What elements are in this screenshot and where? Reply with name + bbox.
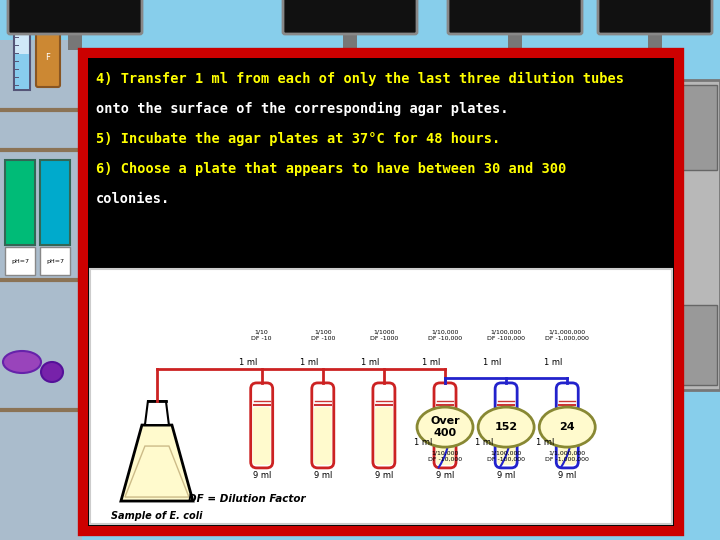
Text: onto the surface of the corresponding agar plates.: onto the surface of the corresponding ag… [96,102,508,116]
Text: 1/10
DF -10: 1/10 DF -10 [251,330,272,341]
FancyBboxPatch shape [497,407,515,465]
Text: Over
400: Over 400 [431,416,460,438]
FancyBboxPatch shape [251,383,273,468]
Text: 9 ml: 9 ml [558,471,577,480]
Text: 1 ml: 1 ml [475,438,493,447]
Polygon shape [145,401,169,425]
Text: Sample of E. coli: Sample of E. coli [111,511,203,521]
Text: 152: 152 [495,422,518,432]
Bar [343,30,357,50]
Text: 9 ml: 9 ml [253,471,271,480]
FancyBboxPatch shape [434,383,456,468]
FancyBboxPatch shape [375,407,393,465]
FancyBboxPatch shape [88,58,674,526]
Text: 9 ml: 9 ml [436,471,454,480]
Text: 1 ml: 1 ml [414,438,432,447]
Ellipse shape [478,407,534,447]
Text: 4) Transfer 1 ml from each of only the last three dilution tubes: 4) Transfer 1 ml from each of only the l… [96,72,624,86]
FancyBboxPatch shape [5,160,35,245]
FancyBboxPatch shape [436,407,454,465]
Bar [68,30,82,50]
FancyBboxPatch shape [283,0,417,34]
FancyBboxPatch shape [36,23,60,87]
FancyBboxPatch shape [44,15,52,27]
Text: 6) Choose a plate that appears to have between 30 and 300: 6) Choose a plate that appears to have b… [96,162,566,176]
Text: 1/1000
DF -1000: 1/1000 DF -1000 [370,330,398,341]
Text: 1/100,000
DF -100,000: 1/100,000 DF -100,000 [487,330,525,341]
Bar [648,30,662,50]
Text: 1 ml: 1 ml [300,358,318,367]
Ellipse shape [3,351,41,373]
FancyBboxPatch shape [312,383,334,468]
Bar [508,30,522,50]
Text: 1 ml: 1 ml [238,358,257,367]
Text: 1 ml: 1 ml [483,358,501,367]
Text: 9 ml: 9 ml [374,471,393,480]
FancyBboxPatch shape [14,18,30,90]
FancyBboxPatch shape [40,160,70,245]
FancyBboxPatch shape [373,383,395,468]
Text: 1 ml: 1 ml [536,438,554,447]
FancyBboxPatch shape [495,383,517,468]
FancyBboxPatch shape [314,407,332,465]
Ellipse shape [41,362,63,382]
FancyBboxPatch shape [15,54,29,89]
Text: pH=7: pH=7 [11,259,29,264]
Text: colonies.: colonies. [96,192,170,206]
Text: pH=7: pH=7 [46,259,64,264]
FancyBboxPatch shape [82,52,680,532]
Bar [90,269,672,524]
Text: 1/100,000
DF -100,000: 1/100,000 DF -100,000 [487,450,525,461]
Text: 1/10,000
DF -10,000: 1/10,000 DF -10,000 [428,450,462,461]
FancyBboxPatch shape [40,247,70,275]
Ellipse shape [417,407,473,447]
FancyBboxPatch shape [253,407,271,465]
FancyBboxPatch shape [598,0,712,34]
Text: 5) Incubate the agar plates at 37°C for 48 hours.: 5) Incubate the agar plates at 37°C for … [96,132,500,146]
Bar [670,85,717,170]
Text: 1/1,000,000
DF -1,000,000: 1/1,000,000 DF -1,000,000 [545,330,589,341]
FancyBboxPatch shape [448,0,582,34]
Text: 1 ml: 1 ml [422,358,440,367]
Text: 9 ml: 9 ml [497,471,516,480]
Bar [667,80,720,390]
Polygon shape [121,425,193,501]
Text: 1/10,000
DF -10,000: 1/10,000 DF -10,000 [428,330,462,341]
Polygon shape [125,446,189,497]
Bar [670,305,717,385]
Text: 9 ml: 9 ml [314,471,332,480]
Text: 1/1,000,000
DF -1,000,000: 1/1,000,000 DF -1,000,000 [545,450,589,461]
FancyBboxPatch shape [8,0,142,34]
Text: 24: 24 [559,422,575,432]
Text: 1 ml: 1 ml [544,358,562,367]
Text: DF = Dilution Factor: DF = Dilution Factor [189,494,306,503]
FancyBboxPatch shape [5,247,35,275]
FancyBboxPatch shape [557,383,578,468]
Text: 1 ml: 1 ml [361,358,379,367]
Bar [0,40,82,540]
FancyBboxPatch shape [558,407,576,465]
Text: F: F [45,53,50,62]
Text: 1/100
DF -100: 1/100 DF -100 [310,330,335,341]
Ellipse shape [539,407,595,447]
